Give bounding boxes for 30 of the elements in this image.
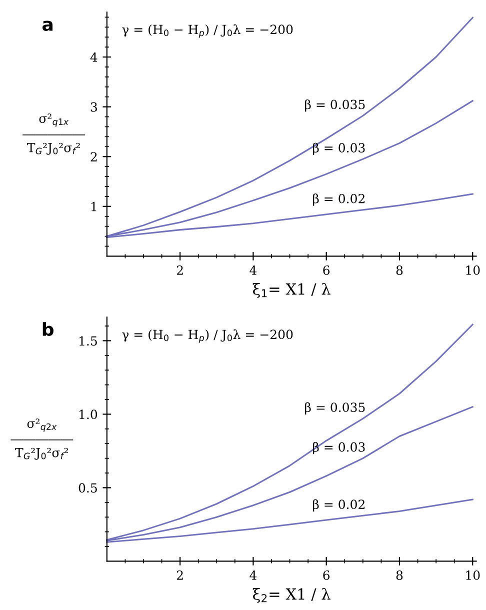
y-tick-label: 1.5	[80, 336, 97, 346]
y-tick-label: 1	[91, 202, 96, 212]
text: σ²$_{q2x}$ ――――― T$_{G}$²J$_{0}$²σ$_{f}$²	[10, 418, 74, 460]
x-axis-title: ξ$_{2}$= X1 / λ	[252, 588, 330, 603]
x-tick-label: 6	[323, 265, 330, 275]
x-tick-label: 4	[250, 570, 257, 580]
y-tick-label: 4	[90, 52, 98, 62]
y-tick-label: 1.0	[80, 410, 98, 420]
series-label: β = 0.02	[313, 194, 364, 206]
x-tick-label: 10	[466, 265, 480, 275]
y-tick-label: 0.5	[78, 483, 97, 493]
x-tick-label: 2	[176, 265, 183, 275]
series-label: β = 0.03	[313, 142, 365, 155]
annotation: γ = (H$_{0}$ − H$_{p}$) / J$_{0}$λ = −200	[122, 329, 293, 343]
text: σ²$_{q1x}$ ――――― T$_{G}$²J$_{0}$²σ$_{f}$²	[22, 114, 86, 155]
series-label: β = 0.02	[313, 499, 364, 512]
y-tick-label: 3	[90, 102, 97, 112]
chart-title: a	[42, 20, 52, 32]
x-axis-title: ξ$_{1}$= X1 / λ	[252, 282, 330, 298]
annotation: γ = (H$_{0}$ − H$_{p}$) / J$_{0}$λ = −200	[122, 24, 293, 38]
x-tick-label: 2	[176, 570, 183, 580]
y-tick-label: 2	[90, 152, 97, 162]
x-tick-label: 6	[323, 570, 330, 580]
chart-title: b	[42, 322, 54, 336]
x-tick-label: 4	[250, 265, 257, 275]
x-tick-label: 8	[396, 265, 403, 275]
x-tick-label: 8	[396, 570, 403, 580]
series-label: β = 0.035	[305, 402, 365, 414]
x-tick-label: 10	[466, 570, 480, 580]
series-label: β = 0.035	[305, 99, 365, 112]
